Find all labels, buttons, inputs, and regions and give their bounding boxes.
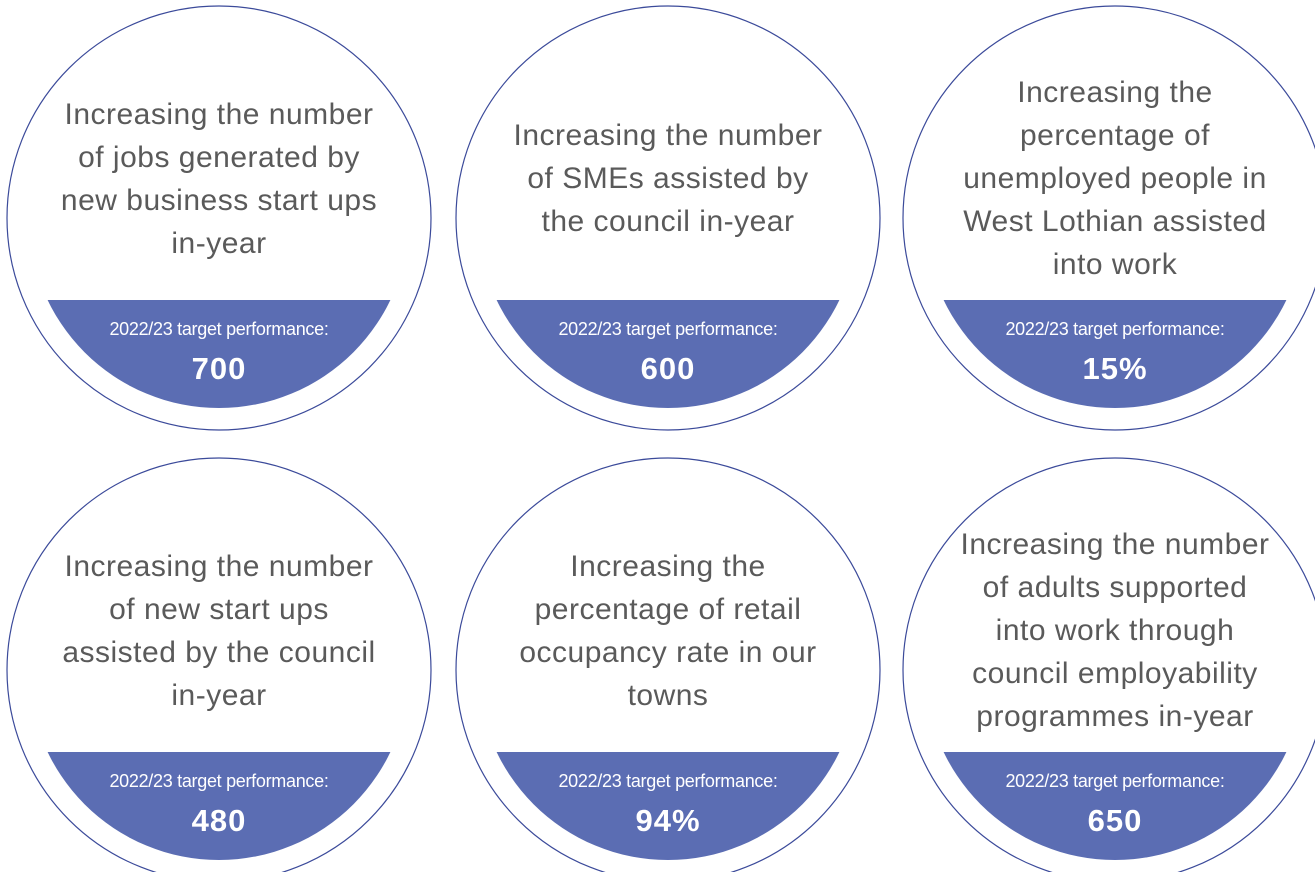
kpi-card: Increasing the percentage of unemployed …	[900, 5, 1315, 436]
card-outline	[6, 457, 432, 872]
target-label: 2022/23 target performance:	[1005, 319, 1225, 339]
card-description: Increasing the number of jobs generated …	[59, 56, 379, 301]
target-band	[47, 752, 391, 860]
card-outline	[455, 457, 881, 872]
target-label: 2022/23 target performance:	[558, 771, 778, 791]
target-band	[943, 752, 1287, 860]
description-text: Increasing the number of SMEs assisted b…	[513, 119, 823, 238]
target-value: 600	[640, 351, 696, 386]
target-value: 700	[191, 351, 247, 386]
target-label: 2022/23 target performance:	[1005, 771, 1225, 791]
target-value: 650	[1087, 803, 1143, 838]
target-label: 2022/23 target performance:	[109, 771, 329, 791]
description-text: Increasing the percentage of unemployed …	[963, 76, 1267, 281]
target-band	[496, 752, 840, 860]
description-text: Increasing the number of jobs generated …	[60, 97, 378, 260]
card-description: Increasing the number of adults supporte…	[955, 508, 1275, 753]
card-description: Increasing the percentage of unemployed …	[955, 56, 1275, 301]
target-band	[47, 300, 391, 408]
target-band	[496, 300, 840, 408]
card-shape	[6, 457, 432, 872]
target-value: 480	[191, 803, 247, 838]
card-shape	[902, 5, 1315, 431]
card-shape	[902, 457, 1315, 872]
kpi-card: Increasing the percentage of retail occu…	[453, 457, 883, 872]
target-label: 2022/23 target performance:	[558, 319, 778, 339]
card-outline	[455, 5, 881, 431]
target-label: 2022/23 target performance:	[109, 319, 329, 339]
card-outline	[902, 457, 1315, 872]
card-description: Increasing the number of new start ups a…	[59, 508, 379, 753]
card-shape	[455, 5, 881, 431]
description-text: Increasing the percentage of retail occu…	[519, 549, 817, 712]
card-shape	[6, 5, 432, 431]
kpi-card: Increasing the number of SMEs assisted b…	[453, 5, 883, 436]
kpi-card: Increasing the number of jobs generated …	[4, 5, 434, 436]
target-band	[943, 300, 1287, 408]
card-shape	[455, 457, 881, 872]
card-outline	[6, 5, 432, 431]
kpi-card: Increasing the number of adults supporte…	[900, 457, 1315, 872]
target-value: 15%	[1082, 351, 1148, 386]
description-text: Increasing the number of new start ups a…	[62, 549, 376, 712]
target-value: 94%	[635, 803, 701, 838]
card-description: Increasing the percentage of retail occu…	[508, 508, 828, 753]
card-description: Increasing the number of SMEs assisted b…	[508, 56, 828, 301]
description-text: Increasing the number of adults supporte…	[960, 528, 1270, 733]
card-outline	[902, 5, 1315, 431]
kpi-card: Increasing the number of new start ups a…	[4, 457, 434, 872]
